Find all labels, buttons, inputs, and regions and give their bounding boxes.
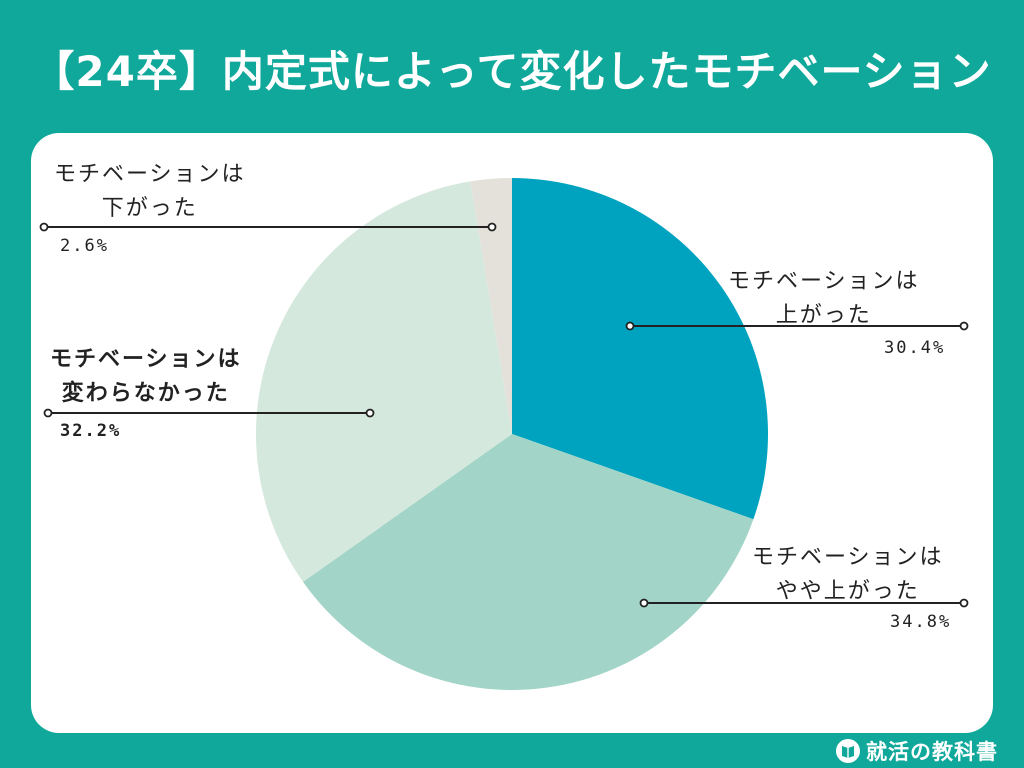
value-unchanged: 32.2% [60, 421, 122, 441]
leader-decreased [39, 222, 497, 232]
brand-logo: 就活の教科書 [836, 736, 998, 766]
book-logo-icon [836, 739, 860, 763]
leader-increased [625, 321, 969, 331]
slice-unchanged [256, 181, 512, 582]
value-slightly-increased: 34.8% [890, 612, 952, 632]
value-increased: 30.4% [884, 338, 946, 358]
label-decreased-line2: 下がった [101, 196, 198, 221]
label-slightly-increased-line1: モチベーションは [752, 545, 944, 570]
chart-title: 【24卒】内定式によって変化したモチベーション [32, 47, 992, 96]
leader-unchanged [43, 408, 375, 418]
leader-slightly-increased [639, 598, 969, 608]
label-slightly-increased: モチベーションは やや上がった [752, 541, 944, 609]
brand-name: 就活の教科書 [866, 740, 998, 764]
label-decreased-line1: モチベーションは [54, 162, 246, 187]
label-slightly-increased-line2: やや上がった [775, 579, 920, 604]
label-decreased: モチベーションは 下がった [54, 158, 246, 226]
slice-increased [512, 178, 768, 520]
value-decreased: 2.6% [60, 236, 109, 256]
label-unchanged-line2: 変わらなかった [61, 381, 230, 406]
label-unchanged-line1: モチベーションは [50, 347, 242, 372]
slice-slightly-increased [303, 434, 754, 690]
label-increased-line2: 上がった [775, 303, 872, 328]
label-increased-line1: モチベーションは [728, 269, 920, 294]
label-increased: モチベーションは 上がった [728, 265, 920, 333]
slice-decreased [470, 178, 512, 434]
label-unchanged: モチベーションは 変わらなかった [50, 343, 242, 411]
